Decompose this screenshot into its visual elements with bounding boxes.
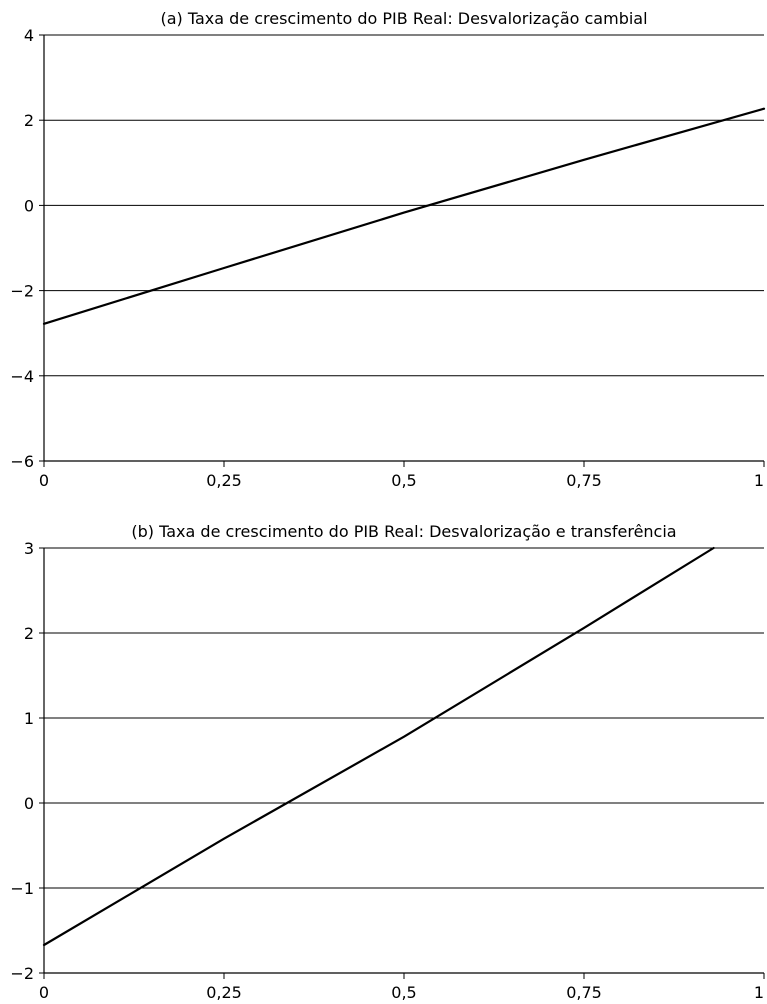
panel-a-x-tick-label: 1	[754, 471, 764, 490]
panel-b-y-tick-label: −1	[10, 879, 34, 898]
panel-a-y-tick-label: −6	[10, 452, 34, 471]
panel-b-y-tick-label: 3	[24, 539, 34, 558]
panel-b-y-tick-label: 1	[24, 709, 34, 728]
panel-b-series-line	[42, 546, 715, 947]
panel-a-x-tick-label: 0	[39, 471, 49, 490]
panel-b-x-tick-label: 0	[39, 983, 49, 1002]
panel-b-x-tick-label: 0,5	[391, 983, 416, 1002]
panel-b-y-tick-label: 0	[24, 794, 34, 813]
panel-b-y-tick-label: 2	[24, 624, 34, 643]
panel-b-x-tick-label: 0,75	[566, 983, 602, 1002]
panel-a-y-tick-label: 0	[24, 196, 34, 215]
panel-a-x-tick-label: 0,25	[206, 471, 242, 490]
panel-a-title: (a) Taxa de crescimento do PIB Real: Des…	[160, 9, 647, 28]
panel-b-title: (b) Taxa de crescimento do PIB Real: Des…	[131, 522, 676, 541]
panel-a-series-line	[42, 107, 766, 325]
panel-b-x-tick-label: 1	[754, 983, 764, 1002]
panel-a-x-tick-label: 0,5	[391, 471, 416, 490]
panel-a-y-tick-label: 2	[24, 111, 34, 130]
panel-a-x-tick-label: 0,75	[566, 471, 602, 490]
panel-b-y-tick-label: −2	[10, 964, 34, 983]
panel-a-y-tick-label: 4	[24, 26, 34, 45]
panel-a-y-tick-label: −4	[10, 367, 34, 386]
panel-b-x-tick-label: 0,25	[206, 983, 242, 1002]
panel-a-y-tick-label: −2	[10, 282, 34, 301]
